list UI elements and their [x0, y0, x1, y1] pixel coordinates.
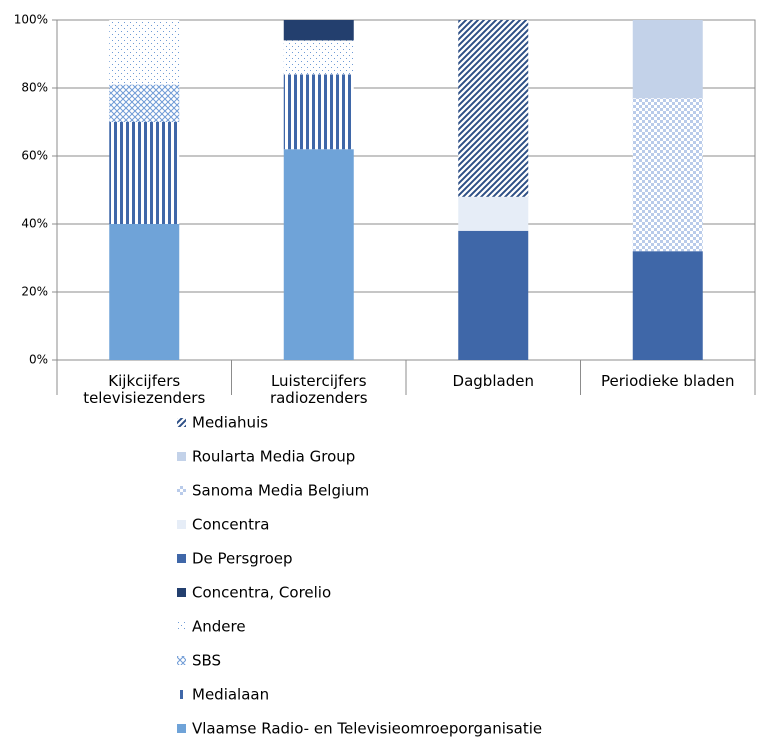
x-tick-label: Kijkcijfers televisiezenders	[83, 372, 206, 407]
legend-label: Roularta Media Group	[192, 448, 355, 466]
bar-segment	[109, 84, 180, 122]
legend-label: SBS	[192, 652, 221, 670]
bar-segment	[632, 251, 703, 360]
y-tick-label: 60%	[21, 149, 48, 163]
bar-segment	[458, 230, 529, 360]
bar-segment	[109, 20, 180, 85]
legend-label: De Persgroep	[192, 550, 293, 568]
legend-marker	[177, 656, 186, 665]
bar-segment	[632, 98, 703, 252]
bar-segment	[283, 40, 354, 75]
bar-segment	[283, 74, 354, 150]
y-tick-label: 40%	[21, 217, 48, 231]
bar-segment	[458, 196, 529, 231]
legend-label: Sanoma Media Belgium	[192, 482, 369, 500]
x-tick-label: Periodieke bladen	[601, 372, 735, 390]
legend-marker	[177, 690, 186, 699]
bar-segment	[109, 122, 180, 224]
legend-label: Medialaan	[192, 686, 269, 704]
legend-marker	[177, 520, 186, 529]
legend-label: Vlaamse Radio- en Televisieomroeporganis…	[192, 720, 542, 738]
y-tick-label: 80%	[21, 81, 48, 95]
bar-segment	[283, 149, 354, 360]
legend-label: Concentra, Corelio	[192, 584, 331, 602]
legend-marker	[177, 622, 186, 631]
bar-segment	[283, 20, 354, 41]
y-tick-label: 0%	[29, 353, 48, 367]
y-tick-label: 20%	[21, 285, 48, 299]
legend-marker	[177, 554, 186, 563]
legend-label: Concentra	[192, 516, 269, 534]
legend-marker	[177, 418, 186, 427]
bar-segment	[458, 20, 529, 197]
bar-segment	[632, 20, 703, 99]
x-tick-label: Luistercijfers radiozenders	[269, 372, 368, 407]
x-tick-label: Dagbladen	[452, 372, 534, 390]
legend-marker	[177, 588, 186, 597]
legend-marker	[177, 452, 186, 461]
legend-marker	[177, 724, 186, 733]
y-tick-label: 100%	[14, 13, 48, 27]
legend-marker	[177, 486, 186, 495]
bar-segment	[109, 224, 180, 360]
legend-label: Mediahuis	[192, 414, 268, 432]
legend-label: Andere	[192, 618, 246, 636]
